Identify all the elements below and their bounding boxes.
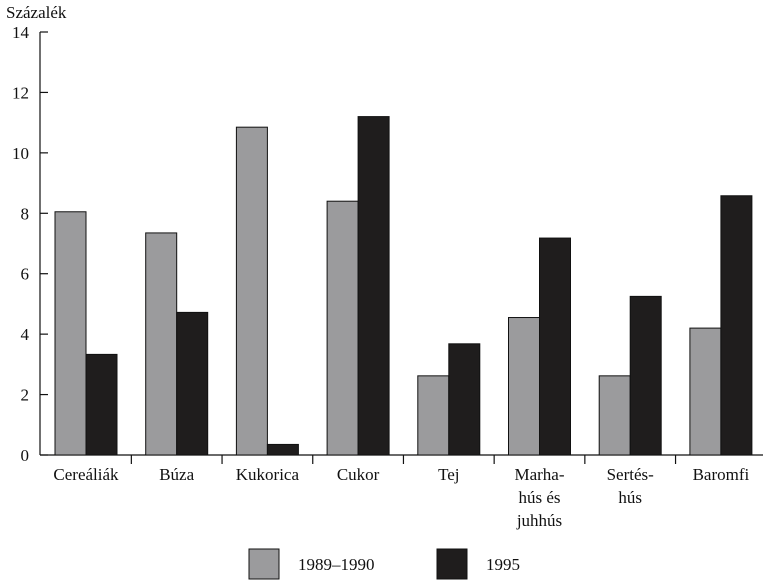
category-label-line: Baromfi bbox=[693, 465, 750, 484]
bar-1989-1990 bbox=[145, 232, 178, 456]
y-tick-label: 4 bbox=[21, 325, 30, 344]
category-label-line: Cereáliák bbox=[53, 465, 119, 484]
category-labels: Cereáliák Búza Kukorica Cukor Tej Marha-hús é… bbox=[53, 465, 749, 530]
bar-1989-1990 bbox=[54, 211, 87, 456]
category-label-line: Cukor bbox=[337, 465, 380, 484]
category-label-line: hús és bbox=[518, 488, 560, 507]
bar-1989-1990 bbox=[598, 375, 631, 456]
bar-1995 bbox=[539, 237, 571, 456]
category-label: Sertés-hús bbox=[607, 465, 655, 507]
legend-label: 1989–1990 bbox=[298, 555, 375, 574]
bar-1995 bbox=[357, 116, 390, 456]
bar-1995 bbox=[176, 311, 209, 456]
bar-1995 bbox=[85, 353, 118, 456]
bar-1995 bbox=[629, 295, 662, 456]
category-label: Kukorica bbox=[236, 465, 300, 484]
bar-1995 bbox=[266, 443, 299, 456]
bar-1995 bbox=[720, 195, 753, 456]
y-tick-label: 8 bbox=[21, 204, 30, 223]
category-label-line: Marha- bbox=[514, 465, 564, 484]
category-label: Marha-hús és juhhús bbox=[514, 465, 564, 530]
category-label-line: Búza bbox=[159, 465, 194, 484]
bar-1989-1990 bbox=[326, 200, 359, 456]
x-ticks bbox=[130, 455, 677, 464]
y-axis-label: Százalék bbox=[6, 3, 67, 22]
bar-1995 bbox=[448, 343, 481, 456]
legend-swatch bbox=[436, 548, 468, 580]
bar-1989-1990 bbox=[417, 375, 450, 456]
y-ticks: 0 2 4 6 8 10 12 14 bbox=[12, 23, 48, 465]
legend: 1989–1990 1995 bbox=[248, 548, 520, 580]
category-label-line: Tej bbox=[438, 465, 459, 484]
category-label: Tej bbox=[438, 465, 459, 484]
y-tick-label: 2 bbox=[21, 386, 30, 405]
y-tick-label: 14 bbox=[12, 23, 30, 42]
legend-label: 1995 bbox=[486, 555, 520, 574]
y-tick-label: 12 bbox=[12, 83, 29, 102]
bar-1989-1990 bbox=[235, 126, 268, 456]
legend-swatch bbox=[248, 548, 280, 580]
category-label: Baromfi bbox=[693, 465, 750, 484]
category-label: Cukor bbox=[337, 465, 380, 484]
y-tick-label: 10 bbox=[12, 144, 29, 163]
bar-1989-1990 bbox=[689, 327, 722, 456]
category-label: Cereáliák bbox=[53, 465, 119, 484]
category-label-line: Sertés- bbox=[607, 465, 655, 484]
category-label: Búza bbox=[159, 465, 194, 484]
y-tick-label: 6 bbox=[21, 265, 30, 284]
bars bbox=[54, 116, 753, 456]
bar-1989-1990 bbox=[508, 317, 540, 456]
category-label-line: Kukorica bbox=[236, 465, 300, 484]
category-label-line: juhhús bbox=[516, 511, 562, 530]
category-label-line: hús bbox=[618, 488, 642, 507]
y-tick-label: 0 bbox=[21, 446, 30, 465]
